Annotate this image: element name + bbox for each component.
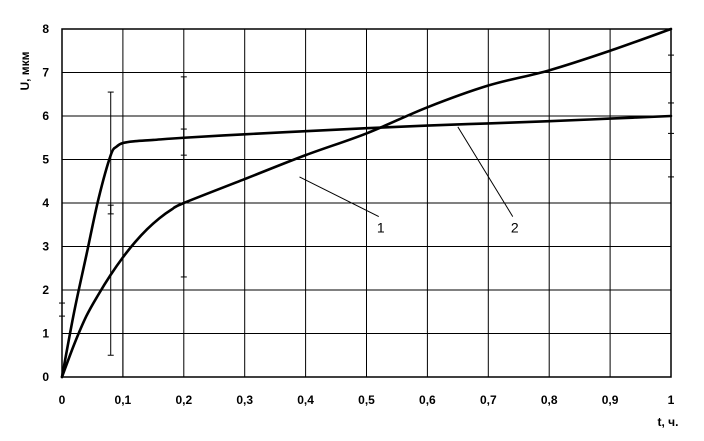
series	[60, 27, 673, 379]
x-axis-label: t, ч.	[658, 415, 679, 429]
x-tick-label: 0,7	[480, 393, 497, 407]
x-tick-label: 0,1	[115, 393, 132, 407]
error-bar	[59, 302, 65, 317]
x-tick-label: 0,4	[297, 393, 314, 407]
y-tick-label: 3	[42, 240, 49, 254]
y-tick-label: 7	[42, 66, 49, 80]
x-tick-label: 0,6	[419, 393, 436, 407]
x-tick-label: 0,3	[236, 393, 253, 407]
x-tick-label: 0,8	[541, 393, 558, 407]
error-bar	[180, 76, 187, 278]
curve-label-2: 2	[511, 220, 519, 236]
error-bar	[668, 102, 674, 134]
grid	[62, 29, 671, 377]
y-tick-label: 1	[42, 327, 49, 341]
curve-label-1: 1	[377, 220, 385, 236]
series-2-line	[60, 114, 673, 379]
y-tick-label: 2	[42, 283, 49, 297]
x-tick-label: 0,9	[602, 393, 619, 407]
y-tick-label: 8	[42, 22, 49, 36]
series-1-line	[60, 27, 673, 379]
x-tick-label: 1	[668, 393, 675, 407]
error-bar	[107, 91, 114, 356]
y-tick-label: 6	[42, 109, 49, 123]
error-bar	[180, 128, 187, 156]
y-axis-label: U, мкм	[18, 51, 32, 90]
error-bar	[119, 202, 126, 378]
x-tick-label: 0	[59, 393, 66, 407]
y-tick-label: 5	[42, 153, 49, 167]
curve-label-leader	[457, 126, 514, 217]
x-tick-label: 0,5	[358, 393, 375, 407]
y-tick-label: 4	[42, 196, 49, 210]
curve-label-leader	[299, 176, 379, 218]
x-tick-label: 0,2	[175, 393, 192, 407]
error-bar	[107, 204, 114, 215]
error-bars	[59, 54, 674, 378]
plot-frame	[61, 28, 672, 378]
y-tick-label: 0	[42, 370, 49, 384]
